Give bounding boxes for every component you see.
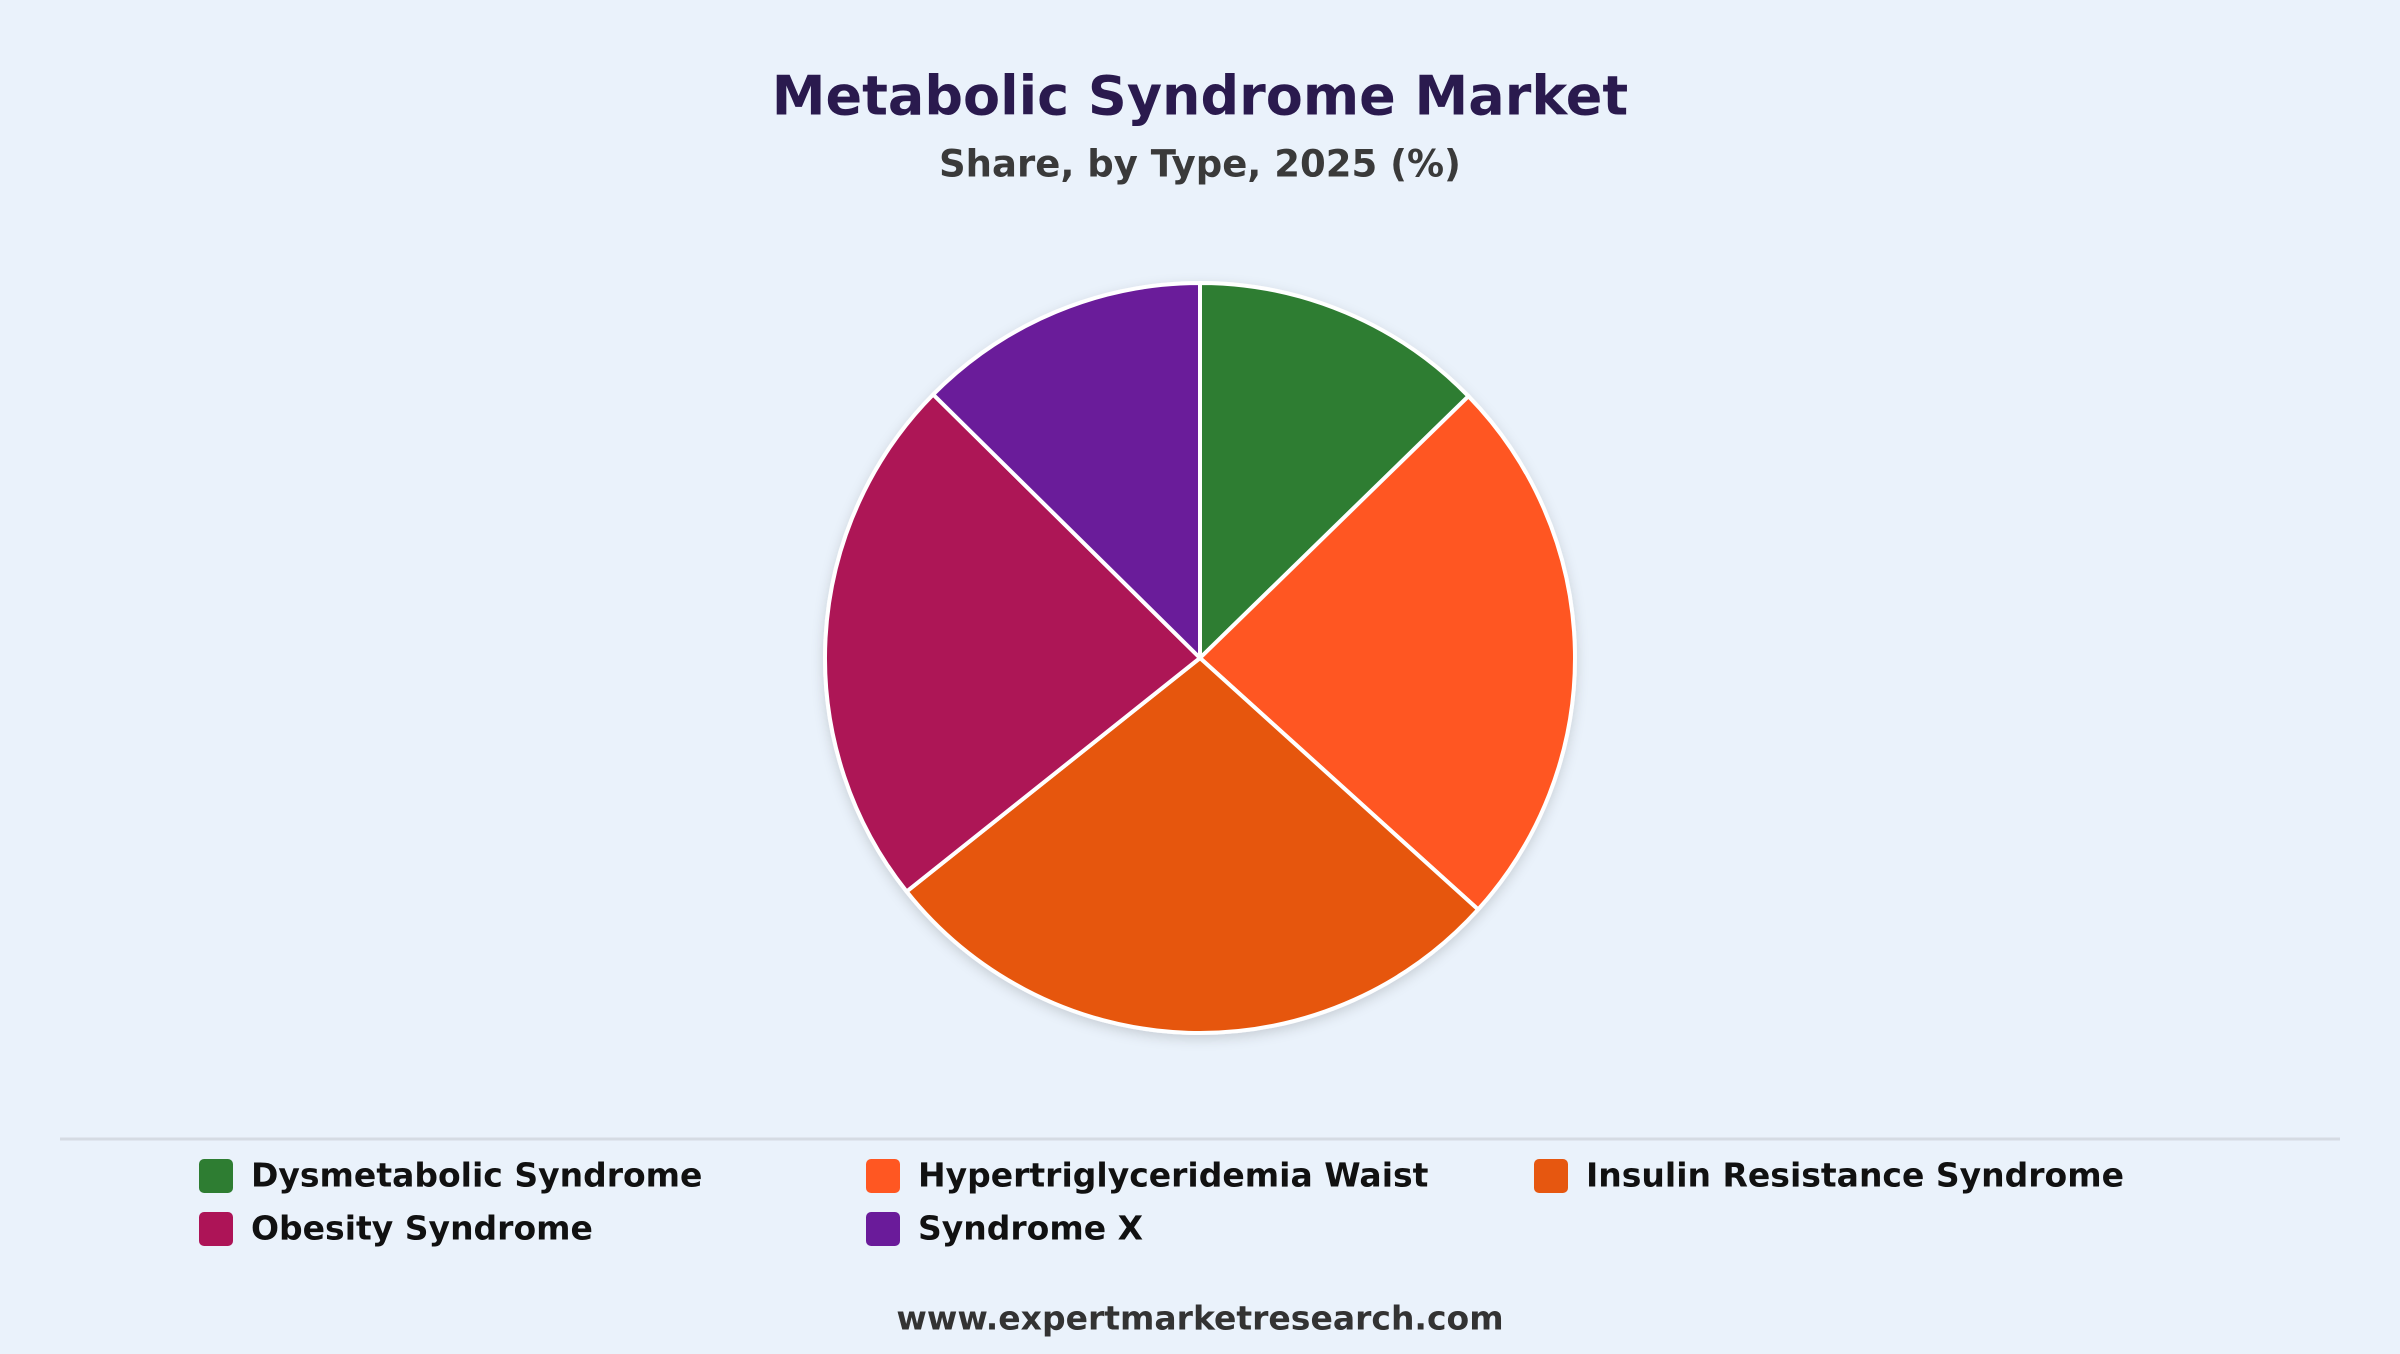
source: www.expertmarketresearch.com [896,1299,1503,1338]
legend-swatch [866,1159,900,1193]
legend-swatch [199,1212,233,1246]
legend-label: Dysmetabolic Syndrome [251,1156,702,1195]
pie-slice [904,656,1481,1035]
pie-slice [823,392,1202,894]
legend-label: Syndrome X [918,1209,1143,1248]
pie-slice [1198,394,1577,912]
legend-swatch [1534,1159,1568,1193]
legend-swatch [866,1212,900,1246]
pie [823,281,1577,1035]
chart-subtitle: Share, by Type, 2025 (%) [939,143,1461,186]
legend: Dysmetabolic Syndrome Hypertriglyceridemi… [199,1156,2124,1248]
legend-label: Hypertriglyceridemia Waist [918,1156,1429,1195]
legend-label: Obesity Syndrome [251,1209,593,1248]
pie-slice [931,281,1202,660]
chart-title: Metabolic Syndrome Market [772,65,1629,128]
legend-swatch [199,1159,233,1193]
legend-label: Insulin Resistance Syndrome [1586,1156,2124,1195]
pie-slice [1198,281,1471,660]
